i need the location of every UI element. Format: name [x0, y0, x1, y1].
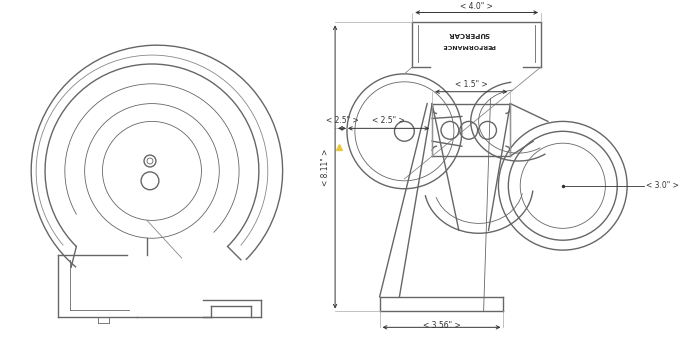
Text: < 2.5" >: < 2.5" >: [326, 116, 358, 125]
Text: < 3.0" >: < 3.0" >: [646, 181, 679, 190]
Text: SUPERCAR: SUPERCAR: [448, 31, 490, 37]
Text: < 2.5" >: < 2.5" >: [372, 116, 405, 125]
Text: < 3.56" >: < 3.56" >: [423, 321, 460, 330]
Text: < 8.11" >: < 8.11" >: [321, 148, 330, 186]
Text: PERFORMANCE: PERFORMANCE: [442, 43, 495, 48]
Text: < 4.0" >: < 4.0" >: [460, 1, 493, 10]
Text: < 1.5" >: < 1.5" >: [455, 80, 488, 89]
